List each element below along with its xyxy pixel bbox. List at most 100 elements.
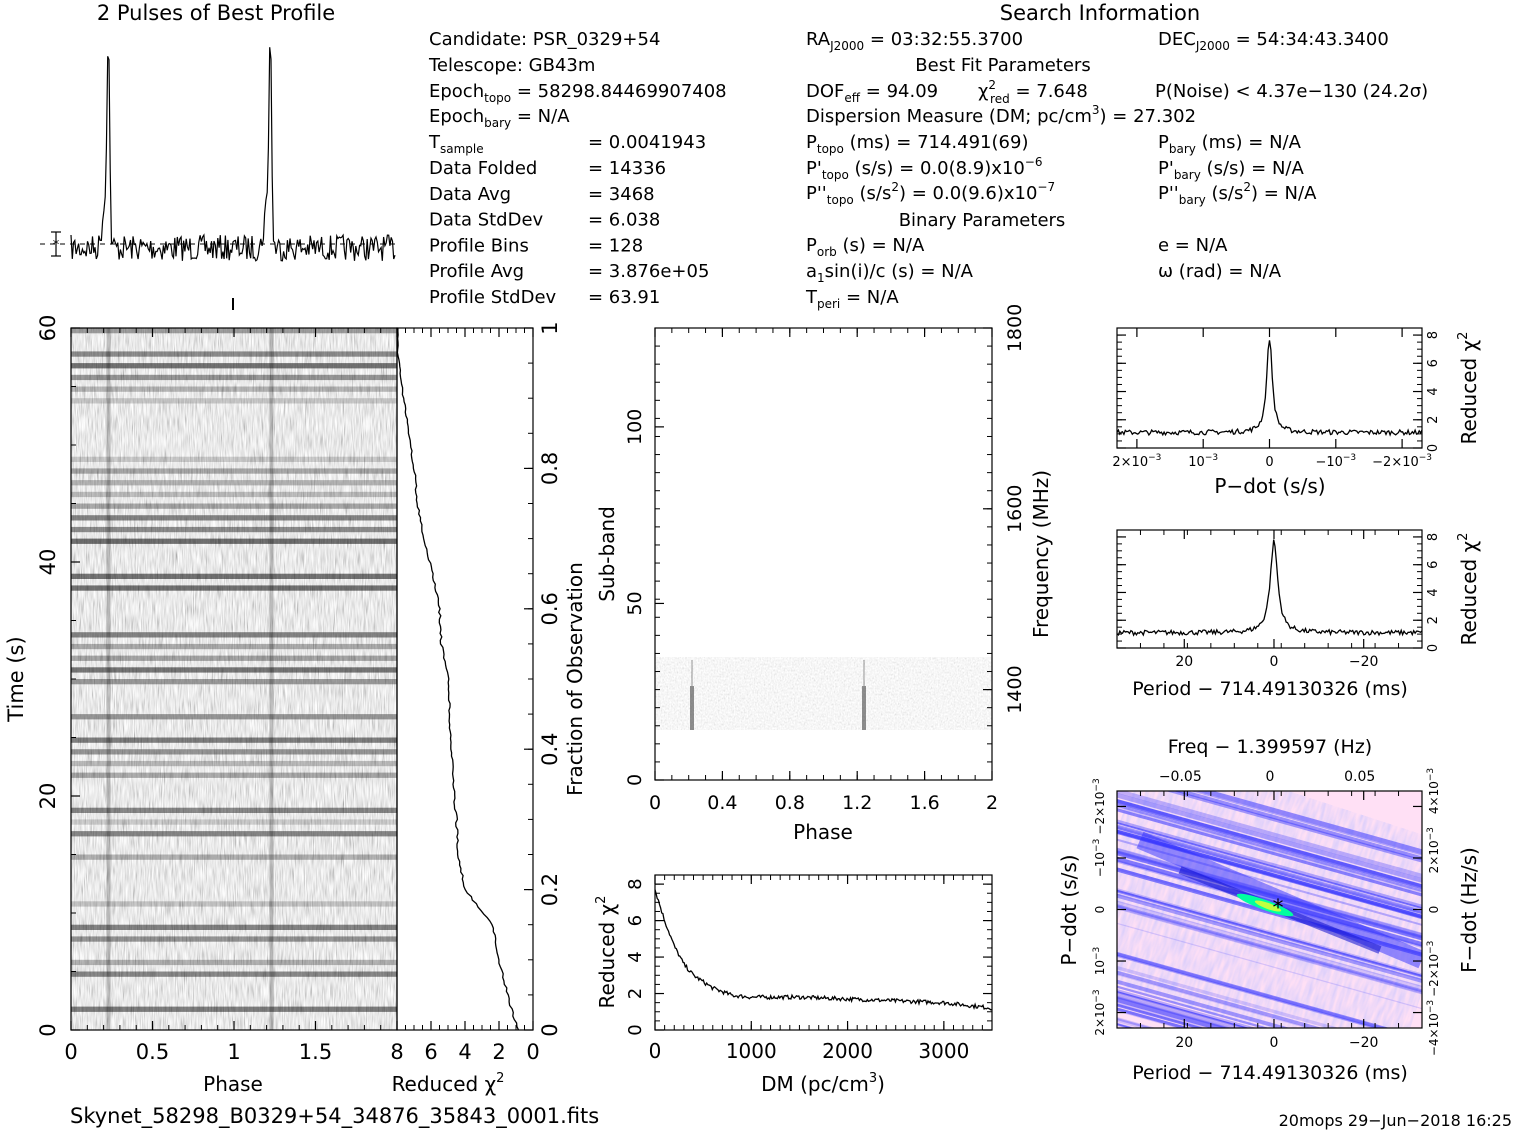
chi-pdot-trace xyxy=(1116,340,1423,437)
profile-title: 2 Pulses of Best Profile xyxy=(97,1,335,25)
x-tick-label: 1.2 xyxy=(842,792,872,814)
chi-time-axes: 8 6 4 2 000.20.40.60.81 xyxy=(390,321,562,1064)
y-right-tick-label: −4×10−3 xyxy=(1426,1000,1441,1056)
y-tick-label: −10−3 xyxy=(1092,839,1107,878)
y-tick-label: −2×10−3 xyxy=(1092,778,1107,834)
y-tick-label: 8 xyxy=(1426,331,1441,339)
time-band xyxy=(71,819,397,825)
chi-pdot-ylabel: Reduced χ2 xyxy=(1456,332,1481,445)
y-right-tick-exponent: −3 xyxy=(1426,1000,1436,1013)
heatmap-streak xyxy=(1117,965,1340,1028)
heatmap-streak xyxy=(1173,791,1422,861)
info-key: Data Folded xyxy=(429,158,537,179)
heatmap-streak xyxy=(1117,900,1422,987)
y-tick-label: 60 xyxy=(36,315,60,342)
dec-line: DECJ2000 = 54:34:43.3400 xyxy=(1158,29,1389,53)
y-tick-label: 2×10−3 xyxy=(1092,989,1107,1035)
heatmap-ridge xyxy=(1136,831,1422,969)
y-right-tick-exponent: −3 xyxy=(1426,827,1436,840)
time-band xyxy=(71,854,397,860)
heatmap-streak xyxy=(1117,970,1323,1028)
time-band xyxy=(71,737,397,743)
chi-period-ylabel: Reduced χ2 xyxy=(1456,533,1481,646)
porb-line: Porb (s) = N/A xyxy=(806,235,925,259)
x-tick-label: 0 xyxy=(1270,1035,1279,1051)
x-tick-label: 2 xyxy=(986,792,998,814)
chi-time-panel: 8 6 4 2 000.20.40.60.81 Reduced χ2 Fraction … xyxy=(390,321,587,1096)
time-band xyxy=(71,374,397,381)
x-tick-label: 10−3 xyxy=(1188,453,1218,470)
heatmap-streak xyxy=(1117,995,1232,1028)
heatmap-streak xyxy=(1117,806,1422,894)
y-right-tick-label: 2×10−3 xyxy=(1426,827,1441,873)
time-band xyxy=(71,667,397,673)
heatmap-streak xyxy=(1190,791,1422,856)
chi-time-xlabel: Reduced χ2 xyxy=(392,1071,505,1096)
chi-period-panel: 20 0 −20 0 2 4 6 8 Period − 714.49130326 (ms) R… xyxy=(1116,529,1481,700)
heatmap-streak xyxy=(1195,791,1422,855)
y-tick-label: 0.4 xyxy=(538,732,562,765)
x-tick-label: 0 xyxy=(1265,455,1273,470)
info-column-right: DECJ2000 = 54:34:43.3400 Pbary (ms) = N/… xyxy=(1158,29,1389,282)
x-tick-label: 0.4 xyxy=(707,792,737,814)
y-tick-label: 6 xyxy=(1426,561,1441,569)
chi-dm-axes: 0 1000 2000 3000 0 2 4 6 8 xyxy=(625,874,993,1063)
binary-heading: Binary Parameters xyxy=(899,210,1066,231)
chi-period-trace xyxy=(1116,539,1423,637)
y-tick-label: 0 xyxy=(538,1023,562,1036)
x-tick-label: 1 xyxy=(227,1040,240,1064)
time-band xyxy=(71,971,397,977)
heatmap-streak xyxy=(1117,821,1422,910)
y-tick-label: 1800 xyxy=(1004,304,1026,352)
time-band xyxy=(71,386,397,392)
x-tick-label: 0 xyxy=(64,1040,77,1064)
y-tick-label: 1 xyxy=(538,321,562,334)
y-tick-label: 40 xyxy=(36,549,60,576)
heatmap-streak xyxy=(1117,991,1250,1028)
chi-time-ylabel: Fraction of Observation xyxy=(563,562,587,796)
time-band xyxy=(71,655,397,661)
x-tick-label: 0 xyxy=(649,792,661,814)
tsample-value: = 0.0041943 xyxy=(588,132,706,153)
x-tick-label: 0 xyxy=(649,1039,662,1063)
heatmap-streak xyxy=(1117,792,1422,883)
filename: Skynet_58298_B0329+54_34876_35843_0001.f… xyxy=(70,1104,599,1129)
time-band xyxy=(71,526,397,533)
pddot-bary-line: P''bary (s/s2) = N/A xyxy=(1158,180,1317,207)
pdot-topo-line: P'topo (s/s) = 0.0(8.9)x10−6 xyxy=(806,155,1043,182)
heatmap-streak xyxy=(1117,985,1270,1028)
heatmap-streak xyxy=(1117,906,1422,994)
x-tick-label: 1.6 xyxy=(909,792,939,814)
x-tick-label: 2 xyxy=(492,1040,505,1064)
y-tick-label: 4 xyxy=(1426,387,1441,395)
heatmap-streak xyxy=(1117,1003,1205,1028)
y-tick-label: 0 xyxy=(1426,444,1441,452)
x-tick-label: 2000 xyxy=(822,1039,873,1063)
y-tick-label: 1400 xyxy=(1004,665,1026,713)
search-info-title: Search Information xyxy=(1000,1,1200,25)
time-band xyxy=(71,714,397,720)
time-phase-axes: 0 0.5 1 1.5 0 20 40 60 xyxy=(36,315,398,1064)
telescope-line: Telescope: GB43m xyxy=(428,55,595,76)
x-tick-label: 0.8 xyxy=(775,792,805,814)
heatmap-streak xyxy=(1117,973,1311,1028)
chi-period-axes: 20 0 −20 0 2 4 6 8 xyxy=(1116,529,1441,670)
time-band xyxy=(71,585,397,591)
subband-image xyxy=(655,657,992,730)
y-tick-label: 0 xyxy=(1426,644,1441,652)
profile-trace xyxy=(70,47,396,262)
pdot-period-xlabel: Period − 714.49130326 (ms) xyxy=(1132,1062,1408,1084)
svg-text:*: * xyxy=(53,238,60,253)
time-band xyxy=(71,538,397,544)
heatmap-streak xyxy=(1117,888,1422,978)
x-tick-label: −20 xyxy=(1349,654,1379,670)
x-top-tick-label: 0.05 xyxy=(1344,769,1375,785)
heatmap-streak xyxy=(1117,799,1422,890)
pdot-period-ylabel-right: F−dot (Hz/s) xyxy=(1457,847,1481,973)
pdot-period-streaks xyxy=(1117,791,1422,1028)
time-band xyxy=(71,807,397,813)
heatmap-streak xyxy=(1117,979,1291,1028)
time-band xyxy=(71,679,397,685)
